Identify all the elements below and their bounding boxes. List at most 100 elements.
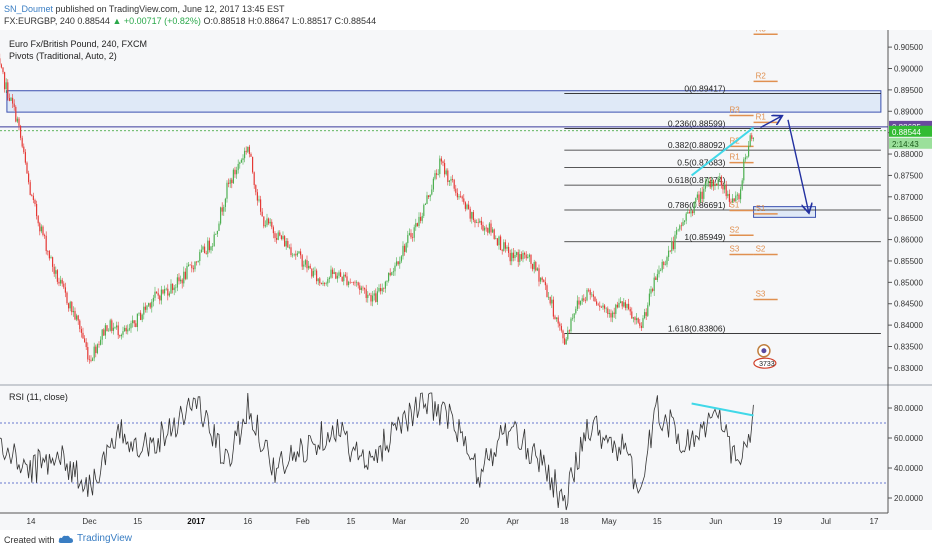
candle-body [682, 221, 684, 226]
time-tick-label: 19 [773, 517, 782, 526]
candle-body [362, 287, 364, 289]
candle-body [683, 220, 686, 222]
candle-body [456, 192, 458, 198]
candle-body [155, 291, 158, 294]
candle-body [659, 270, 662, 271]
candle-body [29, 182, 31, 195]
candle-body [451, 179, 454, 180]
candle-body [367, 294, 369, 298]
candle-body [738, 194, 740, 200]
candle-body [215, 234, 217, 235]
candle-body [504, 242, 506, 249]
candle-body [618, 302, 620, 308]
candle-body [581, 298, 583, 302]
candle-body [63, 283, 65, 288]
candle-body [517, 252, 519, 262]
pivot-prev-label: R3 [729, 106, 740, 115]
candle-body [261, 211, 263, 217]
candle-body [442, 161, 444, 163]
candle-body [733, 198, 735, 202]
author-link[interactable]: SN_Doumet [4, 4, 54, 14]
pivot-current-label: R3 [756, 30, 767, 33]
last-price-text: 0.88544 [892, 128, 921, 137]
candle-body [539, 277, 542, 282]
candle-body [739, 189, 742, 200]
pivot-prev-label: S1 [729, 200, 739, 209]
candle-body [271, 221, 273, 228]
candle-body [370, 294, 372, 302]
candle-body [115, 325, 118, 328]
candle-body [16, 118, 18, 122]
candle-body [109, 320, 111, 331]
candle-body [98, 344, 100, 345]
candle-body [735, 195, 737, 202]
candle-body [679, 225, 681, 230]
candle-body [487, 227, 489, 233]
candle-body [279, 232, 281, 236]
candle-body [648, 293, 650, 306]
candle-body [56, 270, 58, 282]
candle-body [423, 205, 425, 216]
candle-body [463, 198, 465, 203]
candle-body [595, 301, 598, 305]
candle-body [211, 246, 214, 247]
candle-body [90, 359, 92, 361]
annotation-layer: 3733 [691, 116, 809, 369]
candle-body [427, 195, 430, 198]
candle-body [661, 261, 663, 271]
candle-body [234, 169, 236, 175]
pivot-current-label: R1 [756, 112, 767, 121]
candle-body [656, 274, 658, 281]
candle-body [48, 251, 50, 259]
candle-body [299, 251, 302, 256]
candle-body [677, 229, 679, 231]
candle-body [344, 274, 346, 277]
candle-body [586, 289, 588, 301]
candle-body [699, 191, 702, 203]
candle-body [584, 300, 586, 301]
candle-body [135, 323, 137, 328]
candle-body [107, 330, 110, 332]
candle-body [706, 182, 708, 184]
candle-body [347, 281, 350, 286]
tradingview-brand[interactable]: TradingView [58, 533, 132, 544]
candle-body [507, 246, 510, 253]
candle-body [171, 283, 174, 291]
candle-body [122, 331, 124, 335]
candle-body [55, 270, 57, 274]
candle-body [591, 294, 593, 296]
candle-body [290, 247, 292, 256]
candle-body [295, 254, 297, 256]
candle-body [71, 301, 73, 313]
candle-body [120, 334, 122, 337]
chart-area[interactable]: 0(0.89417) 0.236(0.88599) 0.382(0.88092) 0.… [0, 24, 932, 530]
candle-body [512, 252, 514, 259]
candle-body [351, 282, 353, 283]
candle-body [728, 193, 730, 202]
price-tick-label: 0.87500 [894, 171, 923, 180]
candle-body [541, 277, 543, 280]
resistance-zone [6, 90, 882, 113]
candle-body [293, 254, 295, 255]
candle-body [538, 268, 540, 282]
candle-body [141, 314, 143, 320]
candle-body [531, 263, 534, 270]
candle-body [499, 236, 502, 251]
candle-body [429, 194, 431, 198]
candle-body [555, 317, 558, 319]
candle-body [208, 240, 210, 251]
candle-body [31, 194, 33, 196]
chart-svg[interactable]: 0(0.89417) 0.236(0.88599) 0.382(0.88092) 0.… [0, 24, 932, 530]
candle-body [138, 312, 140, 314]
candle-body [714, 183, 716, 186]
candle-body [522, 253, 524, 260]
candle-body [725, 184, 727, 197]
candle-body [178, 277, 180, 282]
news-count-label: 3733 [759, 361, 775, 368]
candle-body [168, 293, 170, 296]
candle-body [325, 283, 327, 284]
time-tick-label: 2017 [187, 517, 205, 526]
time-tick-label: 15 [133, 517, 142, 526]
candle-body [458, 196, 460, 198]
candle-body [157, 293, 159, 296]
